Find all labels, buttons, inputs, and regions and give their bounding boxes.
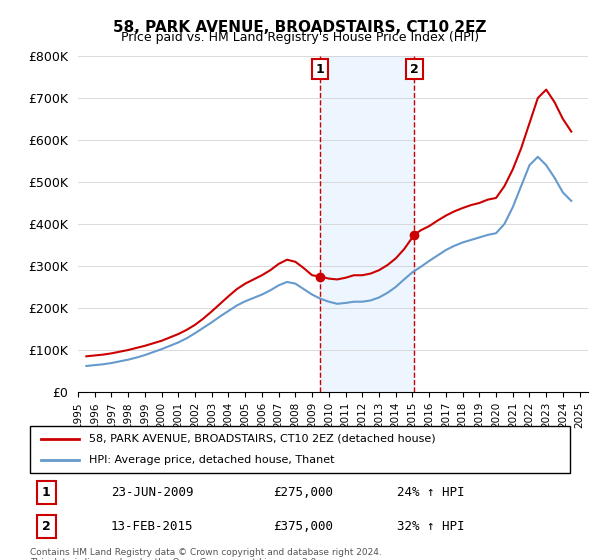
- FancyBboxPatch shape: [30, 426, 570, 473]
- Text: 1: 1: [316, 63, 325, 76]
- Text: 1: 1: [42, 486, 50, 500]
- Text: 32% ↑ HPI: 32% ↑ HPI: [397, 520, 465, 533]
- Text: 24% ↑ HPI: 24% ↑ HPI: [397, 486, 465, 500]
- Bar: [320, 56, 415, 392]
- Text: 58, PARK AVENUE, BROADSTAIRS, CT10 2EZ (detached house): 58, PARK AVENUE, BROADSTAIRS, CT10 2EZ (…: [89, 434, 436, 444]
- Text: 13-FEB-2015: 13-FEB-2015: [111, 520, 193, 533]
- Text: £375,000: £375,000: [273, 520, 333, 533]
- Text: £275,000: £275,000: [273, 486, 333, 500]
- Text: 2: 2: [410, 63, 419, 76]
- Text: 23-JUN-2009: 23-JUN-2009: [111, 486, 193, 500]
- Text: 58, PARK AVENUE, BROADSTAIRS, CT10 2EZ: 58, PARK AVENUE, BROADSTAIRS, CT10 2EZ: [113, 20, 487, 35]
- Text: HPI: Average price, detached house, Thanet: HPI: Average price, detached house, Than…: [89, 455, 335, 465]
- Text: 2: 2: [42, 520, 50, 533]
- Text: Contains HM Land Registry data © Crown copyright and database right 2024.
This d: Contains HM Land Registry data © Crown c…: [30, 548, 382, 560]
- Text: Price paid vs. HM Land Registry's House Price Index (HPI): Price paid vs. HM Land Registry's House …: [121, 31, 479, 44]
